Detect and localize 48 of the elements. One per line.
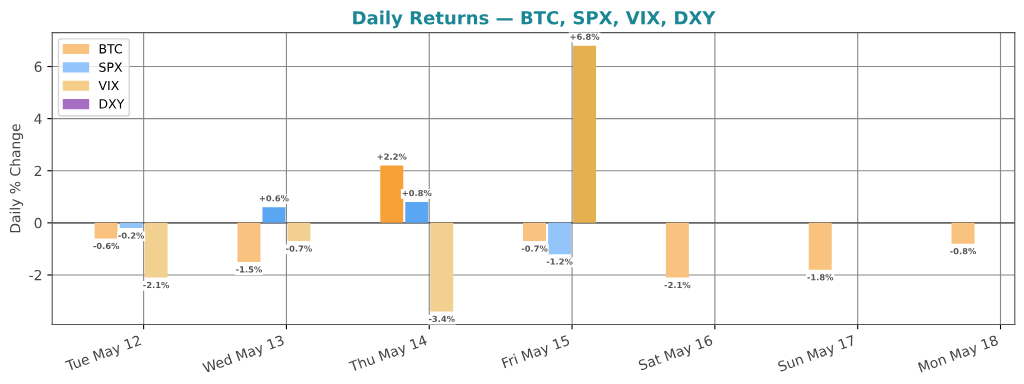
- legend-label: SPX: [99, 62, 123, 72]
- x-tick-label: Wed May 13: [201, 334, 286, 376]
- y-tick-label: 0: [34, 217, 42, 229]
- y-tick-label: 2: [34, 165, 42, 177]
- data-label: -2.1%: [664, 281, 691, 289]
- bar: [144, 222, 168, 278]
- y-tick-label: -2: [29, 269, 42, 281]
- chart-title: Daily Returns — BTC, SPX, VIX, DXY: [353, 10, 716, 29]
- bar: [573, 45, 597, 223]
- data-label: -0.7%: [521, 245, 548, 252]
- data-label: +0.8%: [402, 189, 432, 197]
- legend-label: VIX: [98, 80, 119, 91]
- legend-label: DXY: [99, 99, 125, 109]
- x-tick-label: Thu May 14: [348, 334, 429, 375]
- y-tick-label: 4: [34, 113, 42, 124]
- data-label: -1.8%: [807, 274, 834, 281]
- bar: [523, 222, 547, 242]
- bar: [808, 222, 832, 270]
- data-label: -0.8%: [950, 248, 977, 255]
- data-label: -3.4%: [428, 315, 455, 323]
- bar: [405, 202, 429, 223]
- bar: [287, 222, 311, 242]
- bar: [430, 222, 454, 312]
- data-label: +0.6%: [259, 195, 289, 202]
- data-label: +6.8%: [570, 33, 600, 40]
- bar: [119, 222, 143, 229]
- data-label: -1.5%: [236, 266, 262, 273]
- y-tick-label: 6: [34, 61, 42, 72]
- x-tick-label: Mon May 18: [917, 334, 1000, 376]
- data-label: -0.2%: [118, 232, 145, 239]
- data-label: -1.2%: [546, 258, 573, 265]
- bar: [237, 222, 261, 262]
- bar: [380, 165, 404, 223]
- bar: [94, 222, 118, 239]
- bar: [665, 222, 689, 278]
- bar: [548, 222, 572, 255]
- data-label: -0.6%: [93, 242, 120, 250]
- data-label: +2.2%: [377, 153, 407, 160]
- x-tick-label: Tue May 12: [64, 334, 143, 374]
- bar: [262, 207, 286, 223]
- x-tick-label: Fri May 15: [501, 334, 571, 371]
- legend-label: BTC: [99, 44, 122, 54]
- data-label: -2.1%: [143, 281, 170, 289]
- bar: [951, 222, 975, 244]
- x-tick-label: Sat May 16: [637, 334, 715, 374]
- data-label: -0.7%: [286, 245, 312, 252]
- x-tick-label: Sun May 17: [777, 334, 857, 375]
- y-axis-title: Daily % Change: [9, 124, 24, 233]
